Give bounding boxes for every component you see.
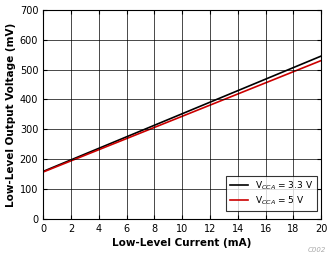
V$_{CCA}$ = 5 V [58, 164, 62, 167]
V$_{CCA}$ = 3.3 V [305, 60, 309, 63]
V$_{CCA}$ = 3.3 V [52, 165, 56, 168]
V$_{CCA}$ = 5 V [93, 150, 97, 153]
Y-axis label: Low-Level Output Voltage (mV): Low-Level Output Voltage (mV) [6, 22, 16, 207]
Legend: V$_{CCA}$ = 3.3 V, V$_{CCA}$ = 5 V: V$_{CCA}$ = 3.3 V, V$_{CCA}$ = 5 V [226, 176, 317, 211]
X-axis label: Low-Level Current (mA): Low-Level Current (mA) [113, 239, 252, 248]
V$_{CCA}$ = 3.3 V [115, 139, 119, 142]
Line: V$_{CCA}$ = 5 V: V$_{CCA}$ = 5 V [43, 60, 321, 172]
V$_{CCA}$ = 3.3 V [58, 163, 62, 166]
V$_{CCA}$ = 3.3 V [93, 149, 97, 152]
V$_{CCA}$ = 5 V [305, 65, 309, 68]
V$_{CCA}$ = 3.3 V [295, 64, 299, 67]
V$_{CCA}$ = 5 V [319, 59, 323, 62]
V$_{CCA}$ = 5 V [295, 69, 299, 72]
V$_{CCA}$ = 3.3 V [319, 55, 323, 58]
V$_{CCA}$ = 5 V [115, 141, 119, 144]
Text: C002: C002 [308, 247, 326, 253]
Line: V$_{CCA}$ = 3.3 V: V$_{CCA}$ = 3.3 V [43, 56, 321, 171]
V$_{CCA}$ = 3.3 V [41, 170, 45, 173]
V$_{CCA}$ = 5 V [52, 166, 56, 169]
V$_{CCA}$ = 5 V [41, 170, 45, 173]
